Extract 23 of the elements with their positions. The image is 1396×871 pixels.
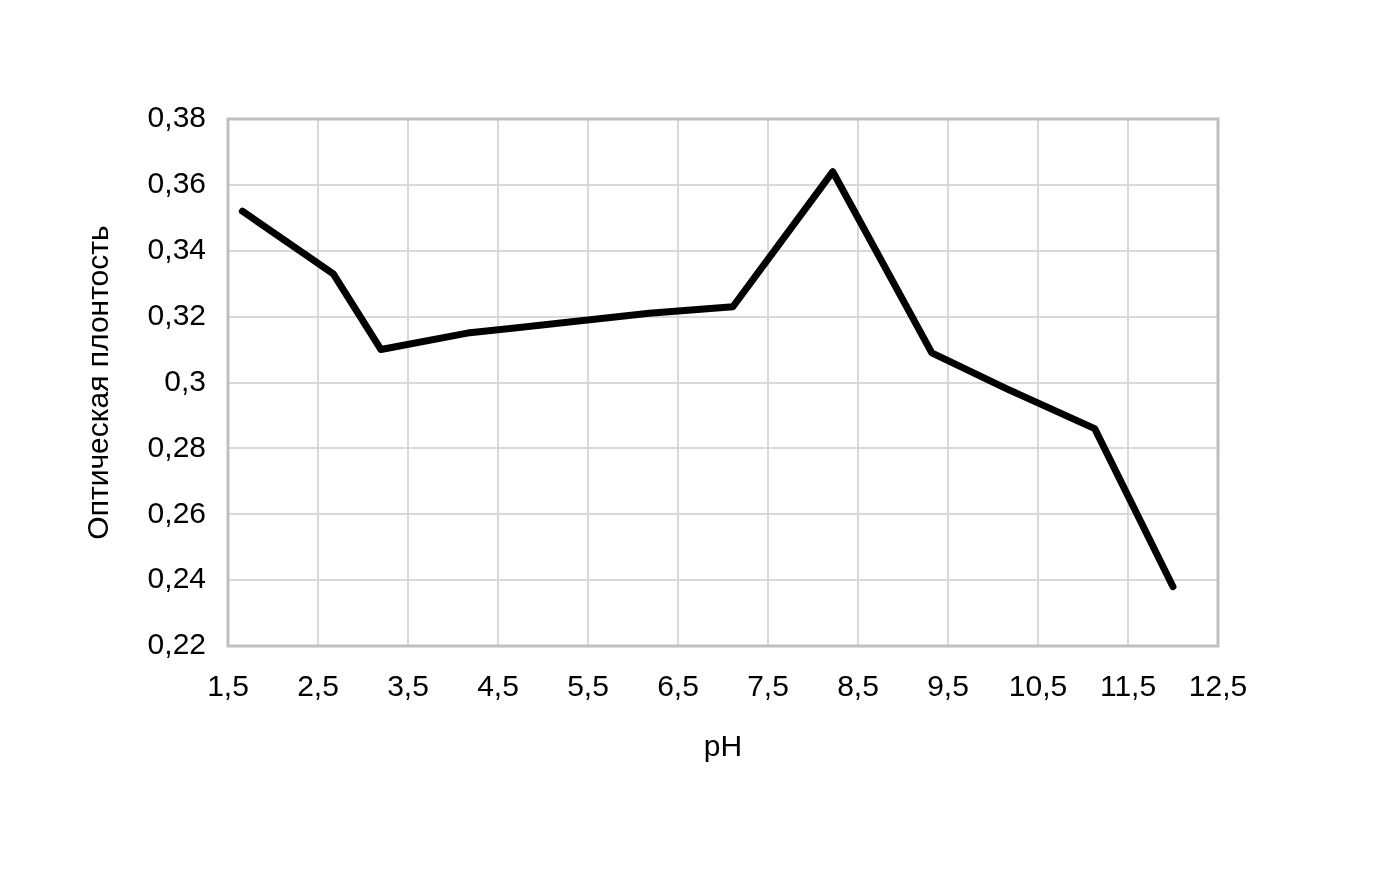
x-tick-label: 11,5 (1099, 669, 1157, 703)
x-tick-label: 3,5 (387, 669, 429, 703)
y-tick-label: 0,24 (147, 561, 206, 595)
x-tick-label: 4,5 (477, 669, 519, 703)
y-tick-label: 0,36 (147, 166, 206, 200)
x-tick-label: 12,5 (1188, 669, 1248, 703)
x-tick-label: 6,5 (657, 669, 699, 703)
y-tick-label: 0,32 (147, 297, 206, 331)
x-tick-label: 2,5 (297, 669, 339, 703)
x-tick-label: 8,5 (837, 669, 879, 703)
x-axis-title: pH (703, 729, 743, 763)
y-tick-label: 0,38 (147, 100, 206, 134)
x-tick-label: 1,5 (207, 669, 249, 703)
y-tick-label: 0,22 (147, 627, 206, 661)
y-tick-label: 0,28 (147, 429, 206, 463)
x-tick-label: 9,5 (927, 669, 969, 703)
x-tick-label: 5,5 (567, 669, 609, 703)
x-tick-label: 10,5 (1008, 669, 1068, 703)
x-tick-label: 7,5 (747, 669, 789, 703)
y-tick-label: 0,26 (147, 495, 206, 529)
y-tick-label: 0,3 (164, 363, 206, 397)
y-tick-label: 0,34 (147, 232, 206, 266)
y-axis-title: Оптическая плонтость (81, 225, 115, 540)
